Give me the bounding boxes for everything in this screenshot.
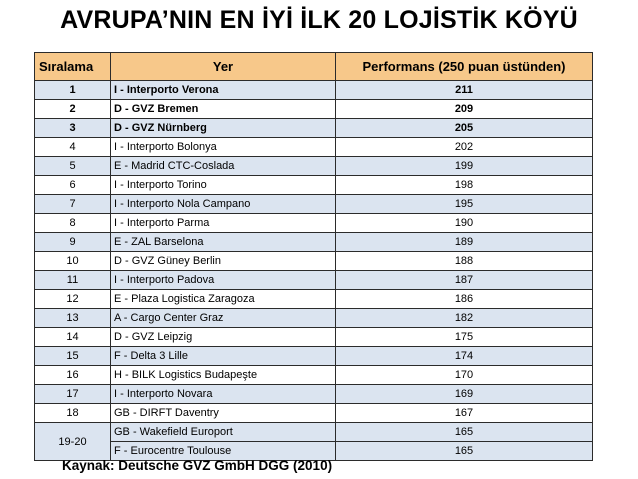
- place-cell: GB - Wakefield Europort: [110, 422, 336, 442]
- rank-cell: 17: [34, 384, 111, 404]
- performance-cell: 186: [335, 289, 593, 309]
- rank-cell: 3: [34, 118, 111, 138]
- place-cell: D - GVZ Leipzig: [110, 327, 336, 347]
- place-cell: I - Interporto Novara: [110, 384, 336, 404]
- table-row: 4 I - Interporto Bolonya 202: [34, 137, 593, 157]
- performance-cell: 209: [335, 99, 593, 119]
- table-row: 17 I - Interporto Novara 169: [34, 384, 593, 404]
- table-row: 7 I - Interporto Nola Campano 195: [34, 194, 593, 214]
- place-cell: I - Interporto Nola Campano: [110, 194, 336, 214]
- place-cell: GB - DIRFT Daventry: [110, 403, 336, 423]
- rank-cell: 18: [34, 403, 111, 423]
- rank-cell: 16: [34, 365, 111, 385]
- place-cell: I - Interporto Verona: [110, 80, 336, 100]
- table-row: 1 I - Interporto Verona 211: [34, 80, 593, 100]
- table-row: F - Eurocentre Toulouse 165: [35, 441, 593, 461]
- place-cell: I - Interporto Bolonya: [110, 137, 336, 157]
- place-cell: F - Eurocentre Toulouse: [110, 441, 336, 461]
- performance-cell: 170: [335, 365, 593, 385]
- table-row: 3 D - GVZ Nürnberg 205: [34, 118, 593, 138]
- header-performance: Performans (250 puan üstünden): [335, 52, 593, 81]
- performance-cell: 198: [335, 175, 593, 195]
- place-cell: D - GVZ Nürnberg: [110, 118, 336, 138]
- source-caption: Kaynak: Deutsche GVZ GmbH DGG (2010): [62, 458, 333, 473]
- performance-cell: 199: [335, 156, 593, 176]
- performance-cell: 165: [335, 441, 593, 461]
- performance-cell: 182: [335, 308, 593, 328]
- performance-cell: 188: [335, 251, 593, 271]
- rank-cell: 1: [34, 80, 111, 100]
- place-cell: D - GVZ Güney Berlin: [110, 251, 336, 271]
- rank-cell: 12: [34, 289, 111, 309]
- header-place: Yer: [110, 52, 336, 81]
- performance-cell: 175: [335, 327, 593, 347]
- table-row: 18 GB - DIRFT Daventry 167: [34, 403, 593, 423]
- table-row: 10 D - GVZ Güney Berlin 188: [34, 251, 593, 271]
- rank-cell: 5: [34, 156, 111, 176]
- rank-cell: 6: [34, 175, 111, 195]
- performance-cell: 167: [335, 403, 593, 423]
- rank-cell: 9: [34, 232, 111, 252]
- performance-cell: 195: [335, 194, 593, 214]
- rank-cell: 11: [34, 270, 111, 290]
- table-row: 9 E - ZAL Barselona 189: [34, 232, 593, 252]
- rank-cell: 13: [34, 308, 111, 328]
- place-cell: I - Interporto Parma: [110, 213, 336, 233]
- table-row: 14 D - GVZ Leipzig 175: [34, 327, 593, 347]
- ranking-table: Sıralama Yer Performans (250 puan üstünd…: [34, 52, 593, 461]
- rank-cell: 8: [34, 213, 111, 233]
- table-row: 16 H - BILK Logistics Budapeşte 170: [34, 365, 593, 385]
- rank-cell: 2: [34, 99, 111, 119]
- performance-cell: 187: [335, 270, 593, 290]
- performance-cell: 169: [335, 384, 593, 404]
- performance-cell: 205: [335, 118, 593, 138]
- performance-cell: 174: [335, 346, 593, 366]
- place-cell: E - Plaza Logistica Zaragoza: [110, 289, 336, 309]
- table-row: 15 F - Delta 3 Lille 174: [34, 346, 593, 366]
- table-row: 19-20 GB - Wakefield Europort 165: [34, 422, 593, 461]
- rank-cell: 7: [34, 194, 111, 214]
- place-cell: I - Interporto Padova: [110, 270, 336, 290]
- table-row: 5 E - Madrid CTC-Coslada 199: [34, 156, 593, 176]
- place-cell: E - Madrid CTC-Coslada: [110, 156, 336, 176]
- place-cell: A - Cargo Center Graz: [110, 308, 336, 328]
- rank-cell: 10: [34, 251, 111, 271]
- performance-cell: 165: [335, 422, 593, 442]
- place-cell: I - Interporto Torino: [110, 175, 336, 195]
- table-header-row: Sıralama Yer Performans (250 puan üstünd…: [34, 52, 593, 81]
- table-row: 2 D - GVZ Bremen 209: [34, 99, 593, 119]
- performance-cell: 202: [335, 137, 593, 157]
- rank-cell: 15: [34, 346, 111, 366]
- place-cell: D - GVZ Bremen: [110, 99, 336, 119]
- place-cell: H - BILK Logistics Budapeşte: [110, 365, 336, 385]
- table-row: 6 I - Interporto Torino 198: [34, 175, 593, 195]
- table-row: 11 I - Interporto Padova 187: [34, 270, 593, 290]
- rank-cell: 14: [34, 327, 111, 347]
- place-cell: F - Delta 3 Lille: [110, 346, 336, 366]
- performance-cell: 190: [335, 213, 593, 233]
- place-cell: E - ZAL Barselona: [110, 232, 336, 252]
- header-rank: Sıralama: [34, 52, 111, 81]
- rank-cell: 4: [34, 137, 111, 157]
- table-row: 13 A - Cargo Center Graz 182: [34, 308, 593, 328]
- tied-rank-cell: 19-20: [34, 422, 111, 461]
- performance-cell: 211: [335, 80, 593, 100]
- table-row: 8 I - Interporto Parma 190: [34, 213, 593, 233]
- performance-cell: 189: [335, 232, 593, 252]
- table-row: 12 E - Plaza Logistica Zaragoza 186: [34, 289, 593, 309]
- page-title: AVRUPA’NIN EN İYİ İLK 20 LOJİSTİK KÖYÜ: [60, 6, 578, 34]
